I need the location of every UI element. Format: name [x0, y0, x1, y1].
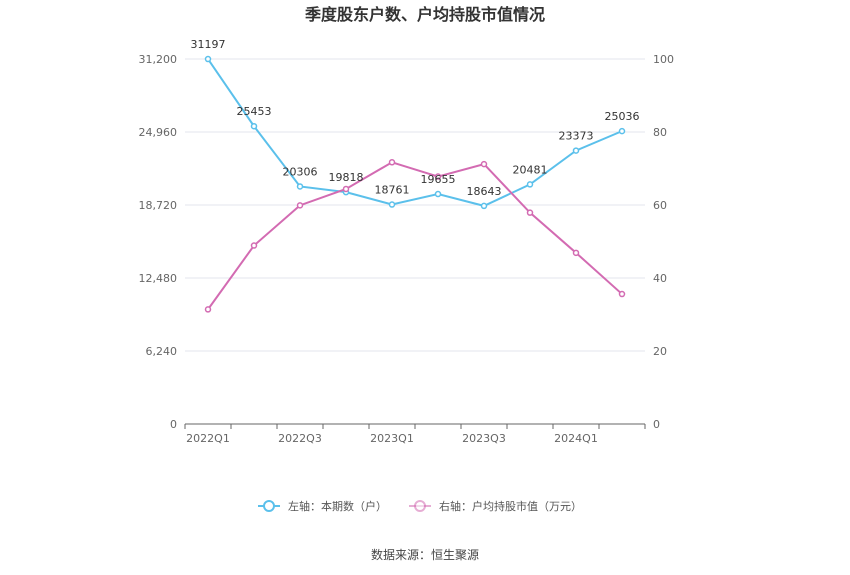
- legend-marker-1: [263, 500, 275, 512]
- y-right-tick-label: 60: [653, 199, 667, 212]
- series-2-point: [388, 159, 396, 166]
- y-right-tick-label: 80: [653, 126, 667, 139]
- y-right-tick-label: 0: [653, 418, 660, 431]
- data-label: 20306: [283, 165, 318, 178]
- series-2-point: [572, 249, 580, 257]
- series-1-point: [618, 127, 626, 135]
- x-tick-label: 2022Q3: [278, 432, 322, 445]
- series-2-point: [480, 160, 488, 168]
- series-1-point: [572, 147, 580, 154]
- data-labels: 31197 25453 20306 19818 18761 19655 18643 20481…: [191, 38, 640, 198]
- series-1-point: [388, 201, 396, 208]
- y-right-tick-label: 20: [653, 345, 667, 358]
- series-1-point: [526, 181, 534, 188]
- data-label: 25453: [237, 105, 272, 118]
- series-2-point: [618, 290, 626, 298]
- y-left-tick-label: 31,200: [139, 53, 178, 66]
- data-label: 25036: [605, 110, 640, 123]
- series-1-point: [204, 55, 212, 63]
- chart-title: 季度股东户数、户均持股市值情况: [304, 5, 545, 24]
- series-2-point: [296, 202, 304, 209]
- series-line-1: [207, 58, 623, 207]
- data-label: 20481: [513, 163, 548, 176]
- legend-marker-2: [414, 500, 426, 512]
- series-2-point: [526, 209, 534, 216]
- legend-label-1: 左轴：本期数（户）: [288, 499, 387, 513]
- source-note: 数据来源：恒生聚源: [371, 547, 479, 562]
- y-left-tick-label: 24,960: [139, 126, 178, 139]
- series-2-point: [434, 173, 442, 180]
- x-tick-label: 2023Q1: [370, 432, 414, 445]
- series-2-point: [342, 185, 350, 193]
- axes: 0 0 6,240 20 12,480 40 18,720 60 24,960 80 31,200 1…: [139, 53, 675, 445]
- legend: 左轴：本期数（户） 右轴：户均持股市值（万元）: [258, 499, 582, 513]
- series-1-point: [296, 183, 304, 190]
- data-label: 19818: [329, 171, 364, 184]
- series-2-point: [204, 306, 212, 313]
- data-label: 19655: [421, 173, 456, 186]
- y-right-tick-label: 40: [653, 272, 667, 285]
- x-tick-label: 2022Q1: [186, 432, 230, 445]
- y-left-tick-label: 12,480: [139, 272, 178, 285]
- data-label: 18761: [375, 184, 410, 197]
- grid-lines: [185, 58, 645, 352]
- y-left-tick-label: 18,720: [139, 199, 178, 212]
- series-line-2: [207, 161, 623, 310]
- y-left-tick-label: 0: [170, 418, 177, 431]
- y-left-tick-label: 6,240: [146, 345, 178, 358]
- data-label: 23373: [559, 130, 594, 143]
- x-tick-label: 2023Q3: [462, 432, 506, 445]
- series-1-point: [480, 202, 488, 210]
- data-label: 18643: [467, 185, 502, 198]
- series-1-point: [250, 122, 258, 130]
- series-2-point: [250, 242, 258, 249]
- series-1-point: [434, 190, 442, 198]
- data-label: 31197: [191, 38, 226, 51]
- x-tick-label: 2024Q1: [554, 432, 598, 445]
- series-layer: [204, 55, 626, 313]
- legend-label-2: 右轴：户均持股市值（万元）: [439, 499, 582, 513]
- y-right-tick-label: 100: [653, 53, 674, 66]
